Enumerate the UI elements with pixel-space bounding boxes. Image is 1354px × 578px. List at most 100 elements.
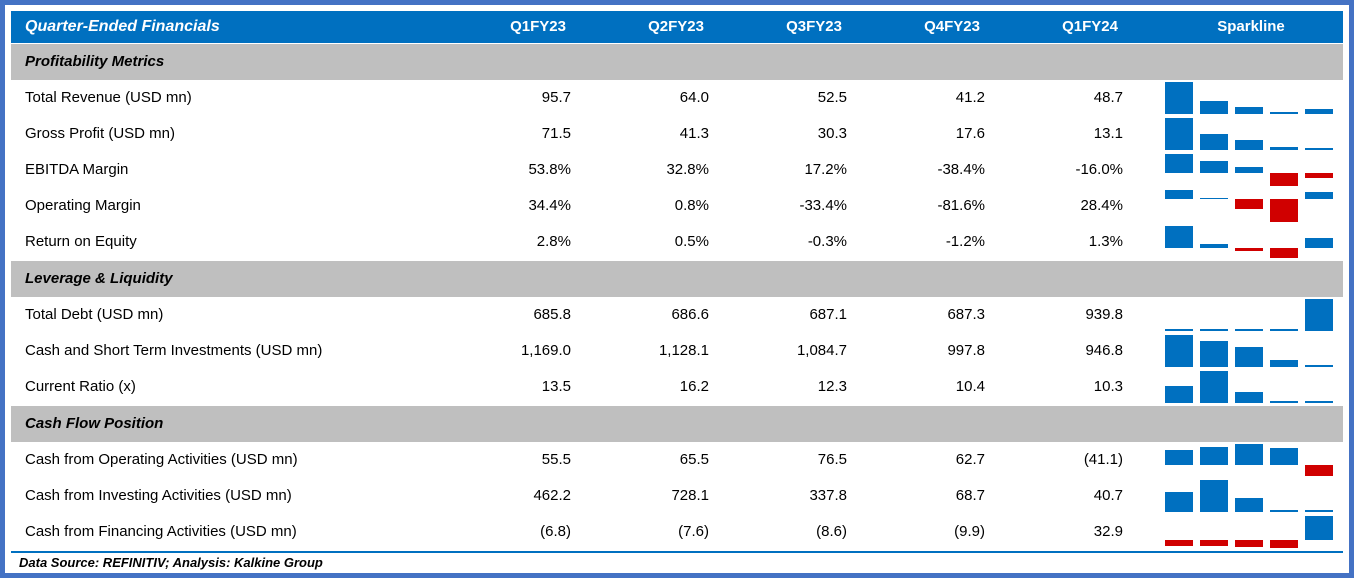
sparkline-bar bbox=[1270, 172, 1298, 186]
cell-q2fy23: 65.5 bbox=[679, 451, 709, 469]
sparkline-bar bbox=[1270, 248, 1298, 258]
cell-q4fy23: 41.2 bbox=[955, 89, 985, 107]
cell-q3fy23: -0.3% bbox=[807, 233, 847, 251]
cell-q1fy23: 1,169.0 bbox=[520, 342, 571, 360]
sparkline-bar bbox=[1305, 172, 1333, 179]
cell-q1fy24: 32.9 bbox=[1093, 523, 1123, 541]
table-header-row: Quarter-Ended Financials Q1FY23 Q2FY23 Q… bbox=[11, 11, 1343, 43]
cell-q3fy23: 52.5 bbox=[817, 89, 847, 107]
cell-q2fy23: (7.6) bbox=[678, 523, 709, 541]
sparkline-bar bbox=[1200, 100, 1228, 114]
cell-q1fy23: 13.5 bbox=[541, 378, 571, 396]
cell-q4fy23: 17.6 bbox=[955, 125, 985, 143]
cell-q4fy23: 687.3 bbox=[947, 306, 985, 324]
cell-q1fy23: 95.7 bbox=[541, 89, 571, 107]
section-header-cash-flow-position: Cash Flow Position bbox=[11, 405, 1343, 442]
cell-q1fy24: 10.3 bbox=[1093, 378, 1123, 396]
cell-q2fy23: 41.3 bbox=[679, 125, 709, 143]
sparkline-bar bbox=[1235, 248, 1263, 251]
sparkline-total-revenue-usd-mn bbox=[1165, 81, 1343, 115]
cell-q4fy23: 10.4 bbox=[955, 378, 985, 396]
cell-q4fy23: (9.9) bbox=[954, 523, 985, 541]
cell-q1fy24: 1.3% bbox=[1088, 233, 1123, 251]
column-header-q1fy23: Q1FY23 bbox=[510, 18, 566, 36]
table-row-cash-from-operating-activities-usd-mn: Cash from Operating Activities (USD mn) 5… bbox=[11, 442, 1343, 478]
sparkline-bar bbox=[1200, 161, 1228, 173]
sparkline-bar bbox=[1165, 117, 1193, 150]
sparkline-bar bbox=[1200, 479, 1228, 512]
sparkline-total-debt-usd-mn bbox=[1165, 298, 1343, 332]
sparkline-bar bbox=[1305, 147, 1333, 150]
sparkline-bar bbox=[1165, 449, 1193, 465]
sparkline-bar bbox=[1270, 199, 1298, 222]
sparkline-bar bbox=[1305, 191, 1333, 200]
sparkline-bar bbox=[1165, 153, 1193, 173]
sparkline-gross-profit-usd-mn bbox=[1165, 117, 1343, 151]
sparkline-bar bbox=[1305, 509, 1333, 512]
cell-q4fy23: -81.6% bbox=[937, 197, 985, 215]
cell-q3fy23: 76.5 bbox=[817, 451, 847, 469]
cell-q3fy23: 337.8 bbox=[809, 487, 847, 505]
row-label: Gross Profit (USD mn) bbox=[25, 125, 176, 143]
table-title: Quarter-Ended Financials bbox=[25, 17, 220, 35]
column-header-sparkline: Sparkline bbox=[1217, 18, 1285, 36]
cell-q2fy23: 0.5% bbox=[674, 233, 709, 251]
table-row-cash-and-short-term-investments-usd-mn: Cash and Short Term Investments (USD mn)… bbox=[11, 333, 1343, 369]
sparkline-bar bbox=[1270, 359, 1298, 367]
table-row-total-debt-usd-mn: Total Debt (USD mn) 685.8 686.6 687.1 687.3 9… bbox=[11, 297, 1343, 333]
sparkline-bar bbox=[1235, 347, 1263, 367]
sparkline-bar bbox=[1235, 443, 1263, 465]
row-label: Cash from Operating Activities (USD mn) bbox=[25, 451, 298, 469]
cell-q1fy24: 946.8 bbox=[1085, 342, 1123, 360]
row-label: Cash from Financing Activities (USD mn) bbox=[25, 523, 297, 541]
sparkline-return-on-equity bbox=[1165, 225, 1343, 259]
table-row-cash-from-financing-activities-usd-mn: Cash from Financing Activities (USD mn) (… bbox=[11, 514, 1343, 550]
sparkline-bar bbox=[1165, 492, 1193, 512]
sparkline-bar bbox=[1270, 400, 1298, 403]
cell-q4fy23: -38.4% bbox=[937, 161, 985, 179]
row-label: Cash and Short Term Investments (USD mn) bbox=[25, 342, 323, 360]
sparkline-bar bbox=[1235, 107, 1263, 114]
row-label: Cash from Investing Activities (USD mn) bbox=[25, 487, 292, 505]
cell-q1fy24: 939.8 bbox=[1085, 306, 1123, 324]
cell-q3fy23: -33.4% bbox=[799, 197, 847, 215]
sparkline-bar bbox=[1165, 225, 1193, 249]
table-row-total-revenue-usd-mn: Total Revenue (USD mn) 95.7 64.0 52.5 41.2 48… bbox=[11, 80, 1343, 116]
sparkline-bar bbox=[1270, 509, 1298, 512]
cell-q3fy23: 12.3 bbox=[817, 378, 847, 396]
sparkline-bar bbox=[1235, 328, 1263, 331]
cell-q3fy23: 17.2% bbox=[804, 161, 847, 179]
sparkline-cash-from-operating-activities-usd-mn bbox=[1165, 443, 1343, 477]
row-label: Current Ratio (x) bbox=[25, 378, 136, 396]
cell-q1fy23: 462.2 bbox=[533, 487, 571, 505]
sparkline-bar bbox=[1200, 446, 1228, 465]
table-row-cash-from-investing-activities-usd-mn: Cash from Investing Activities (USD mn) 4… bbox=[11, 478, 1343, 514]
cell-q1fy24: -16.0% bbox=[1075, 161, 1123, 179]
cell-q2fy23: 64.0 bbox=[679, 89, 709, 107]
cell-q1fy24: 13.1 bbox=[1093, 125, 1123, 143]
cell-q1fy23: 55.5 bbox=[541, 451, 571, 469]
row-label: EBITDA Margin bbox=[25, 161, 129, 179]
sparkline-bar bbox=[1305, 364, 1333, 367]
sparkline-bar bbox=[1165, 189, 1193, 200]
cell-q1fy24: (41.1) bbox=[1083, 451, 1123, 469]
cell-q2fy23: 686.6 bbox=[671, 306, 709, 324]
cell-q2fy23: 1,128.1 bbox=[658, 342, 709, 360]
sparkline-bar bbox=[1305, 515, 1333, 541]
table-row-gross-profit-usd-mn: Gross Profit (USD mn) 71.5 41.3 30.3 17.6 13.… bbox=[11, 116, 1343, 152]
cell-q1fy23: 685.8 bbox=[533, 306, 571, 324]
sparkline-bar bbox=[1200, 244, 1228, 249]
column-header-q1fy24: Q1FY24 bbox=[1062, 18, 1118, 36]
cell-q4fy23: 62.7 bbox=[955, 451, 985, 469]
cell-q1fy24: 40.7 bbox=[1093, 487, 1123, 505]
sparkline-bar bbox=[1305, 109, 1333, 114]
sparkline-bar bbox=[1305, 237, 1333, 249]
cell-q4fy23: 68.7 bbox=[955, 487, 985, 505]
sparkline-bar bbox=[1235, 140, 1263, 150]
cell-q1fy23: 2.8% bbox=[536, 233, 571, 251]
cell-q4fy23: 997.8 bbox=[947, 342, 985, 360]
sparkline-cash-from-financing-activities-usd-mn bbox=[1165, 515, 1343, 549]
table-row-operating-margin: Operating Margin 34.4% 0.8% -33.4% -81.6% 28.… bbox=[11, 188, 1343, 224]
sparkline-bar bbox=[1270, 328, 1298, 331]
